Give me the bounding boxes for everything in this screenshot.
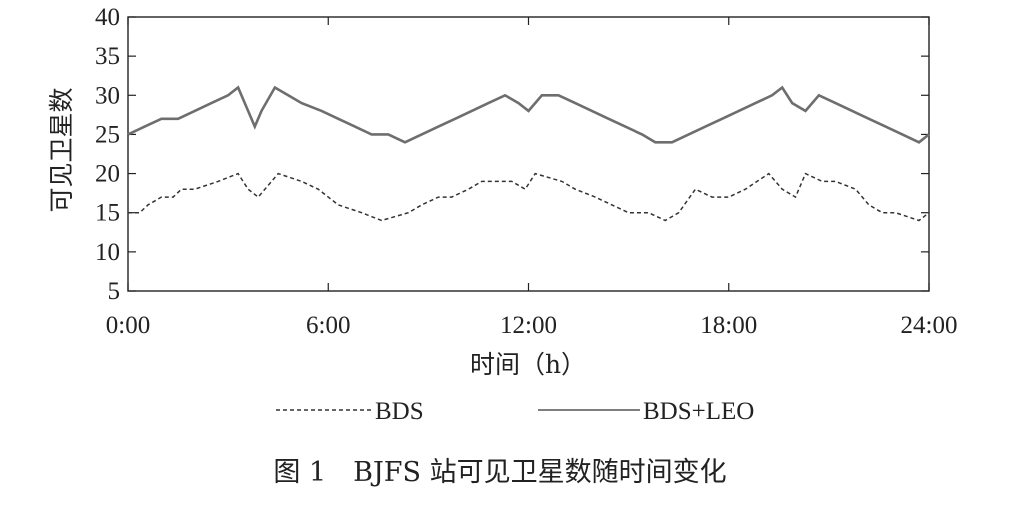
y-axis-title: 可见卫星数	[47, 87, 76, 212]
series-line-bds	[128, 172, 930, 222]
x-tick-label: 24:00	[901, 312, 958, 339]
x-axis-title: 时间（h）	[470, 350, 586, 379]
y-tick-label: 15	[95, 200, 120, 227]
y-tick-label: 20	[95, 161, 120, 188]
y-axis: 5 10 15 20 25 30 35 40	[95, 4, 929, 305]
figure-caption: 图 1 BJFS 站可见卫星数随时间变化	[273, 457, 726, 488]
legend: BDS BDS+LEO	[276, 398, 754, 425]
y-tick-label: 5	[108, 278, 121, 305]
legend-label-bds: BDS	[375, 398, 424, 425]
y-tick-label: 40	[95, 4, 120, 31]
y-tick-label: 25	[95, 121, 120, 148]
x-tick-label: 0:00	[106, 312, 150, 339]
legend-label-bds-leo: BDS+LEO	[643, 398, 754, 425]
plot-frame	[127, 16, 930, 292]
x-tick-label: 6:00	[306, 312, 350, 339]
x-axis: 0:00 6:00 12:00 18:00 24:00	[106, 17, 958, 339]
series-line-bds-leo	[127, 85, 930, 144]
y-tick-label: 30	[95, 82, 120, 109]
y-tick-label: 35	[95, 43, 120, 70]
x-tick-label: 18:00	[700, 312, 757, 339]
x-tick-label: 12:00	[500, 312, 557, 339]
series-layer	[127, 85, 930, 222]
y-tick-label: 10	[95, 239, 120, 266]
